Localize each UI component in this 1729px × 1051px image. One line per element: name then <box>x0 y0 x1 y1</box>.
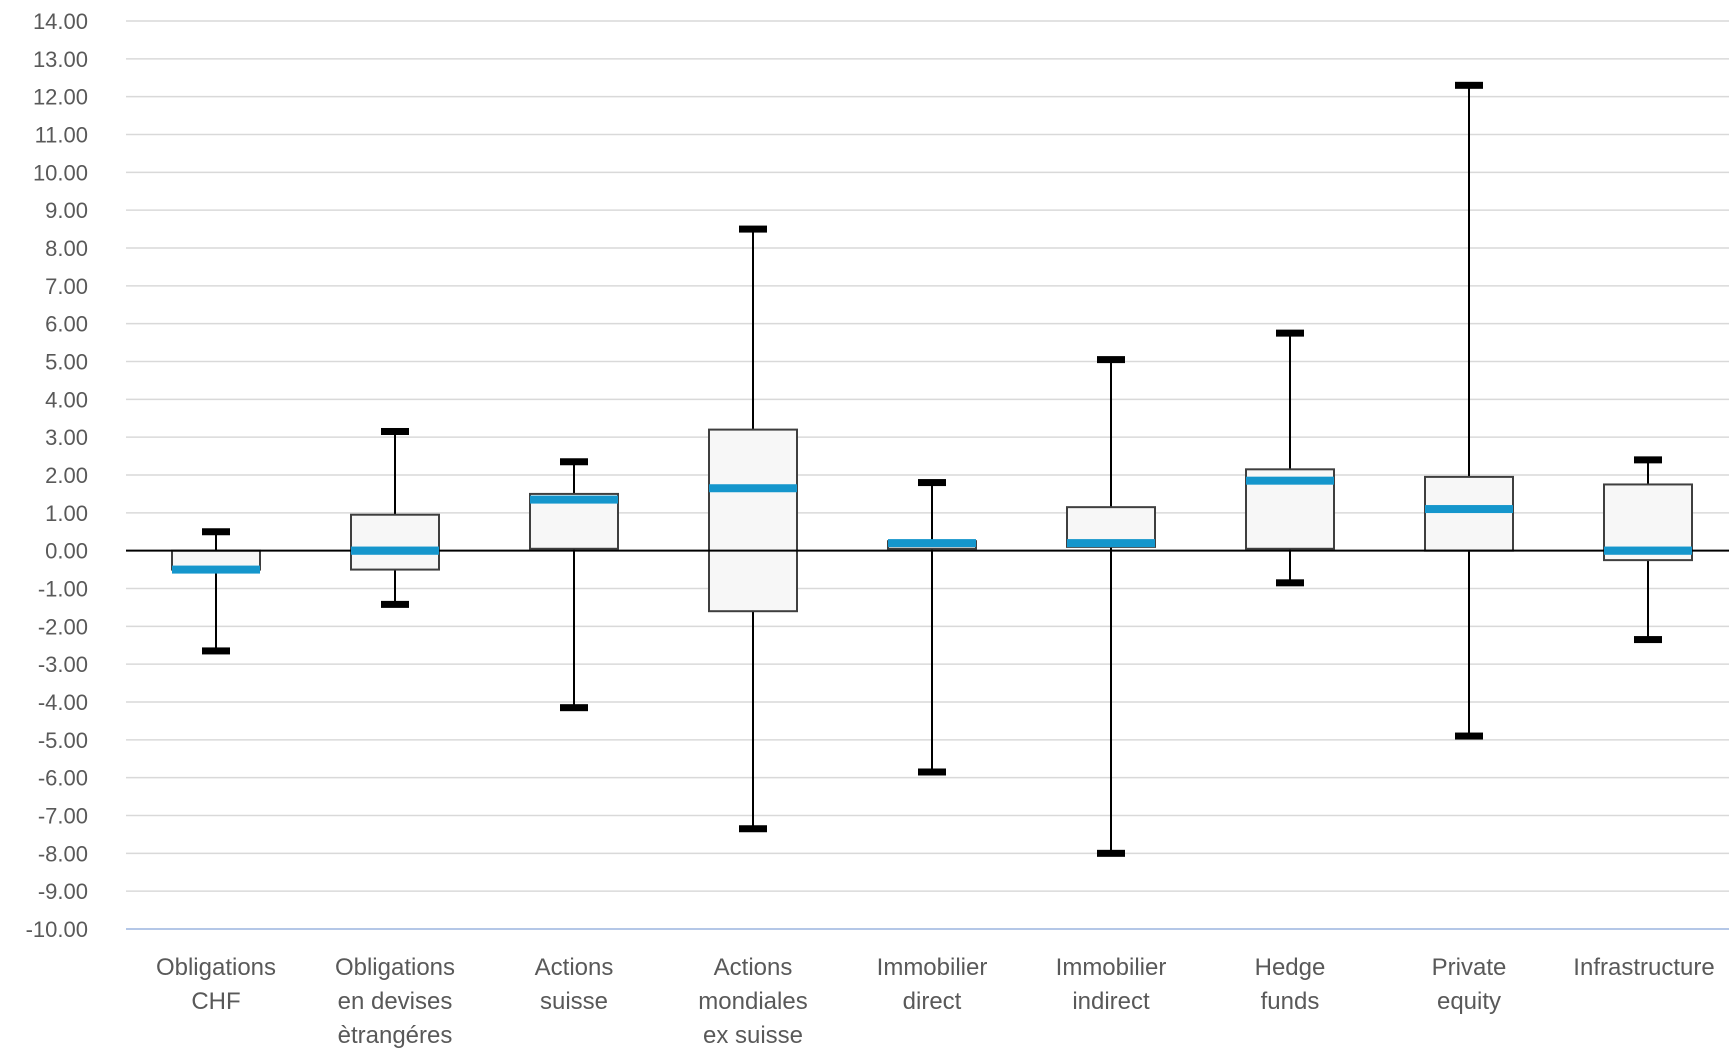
y-tick-label: 14.00 <box>33 9 88 34</box>
whisker-cap-min <box>1634 636 1662 644</box>
x-category-label-line: mondiales <box>698 988 807 1015</box>
y-tick-label: -7.00 <box>38 804 88 829</box>
whisker-cap-min <box>1455 732 1483 740</box>
whisker-cap-min <box>1097 849 1125 857</box>
x-category-label: Obligations CHF <box>156 954 276 1015</box>
x-category-label-line: equity <box>1437 988 1501 1015</box>
x-category-label-line: Immobilier <box>877 954 988 981</box>
x-category-label-line: funds <box>1261 988 1320 1015</box>
whisker-cap-max <box>1455 81 1483 89</box>
x-category-label-line: Obligations <box>335 954 455 981</box>
x-category-label: Immobilier indirect <box>1056 954 1167 1015</box>
median-marker <box>1246 476 1334 485</box>
whisker-cap-min <box>381 600 409 608</box>
median-marker <box>888 539 976 548</box>
whisker-cap-min <box>918 768 946 776</box>
median-marker <box>1425 505 1513 514</box>
whisker-cap-max <box>1097 356 1125 364</box>
y-tick-label: 4.00 <box>45 387 88 412</box>
x-category-label: Actions mondiales ex suisse <box>698 954 807 1049</box>
y-tick-label: 2.00 <box>45 463 88 488</box>
median-marker <box>172 565 260 574</box>
x-category-label: Actions suisse <box>535 954 614 1015</box>
y-tick-label: 7.00 <box>45 274 88 299</box>
y-tick-label: 11.00 <box>35 123 88 148</box>
x-category-label-line: Immobilier <box>1056 954 1167 981</box>
whisker-cap-max <box>1634 456 1662 464</box>
y-tick-label: -5.00 <box>38 728 88 753</box>
x-category-label-line: suisse <box>540 988 608 1015</box>
y-tick-label: 1.00 <box>45 501 88 526</box>
x-category-label: Hedge funds <box>1255 954 1326 1015</box>
whisker-cap-max <box>1276 329 1304 337</box>
whisker-cap-max <box>381 427 409 435</box>
y-tick-label: -10.00 <box>26 917 88 942</box>
x-category-label: Infrastructure <box>1573 954 1714 981</box>
box <box>708 428 798 613</box>
y-tick-label: 12.00 <box>33 85 88 110</box>
y-tick-label: -1.00 <box>38 577 88 602</box>
x-category-label-line: Obligations <box>156 954 276 981</box>
y-tick-label: -6.00 <box>38 766 88 791</box>
x-category-label: Immobilier direct <box>877 954 988 1015</box>
x-category-label: Obligations en devises ètrangéres <box>335 954 455 1049</box>
x-category-label-line: Hedge <box>1255 954 1326 981</box>
y-tick-label: -4.00 <box>38 690 88 715</box>
x-category-label-line: Actions <box>535 954 614 981</box>
x-category-label-line: CHF <box>191 988 240 1015</box>
x-category-label: Private equity <box>1432 954 1507 1015</box>
x-category-label-line: en devises <box>338 988 453 1015</box>
y-tick-label: 6.00 <box>45 312 88 337</box>
whisker-cap-max <box>560 458 588 466</box>
y-tick-label: -8.00 <box>38 841 88 866</box>
x-category-label-line: indirect <box>1072 988 1150 1015</box>
y-tick-label: 0.00 <box>45 539 88 564</box>
x-category-label-line: ètrangéres <box>338 1022 453 1049</box>
y-tick-label: -3.00 <box>38 652 88 677</box>
y-tick-label: 13.00 <box>33 47 88 72</box>
y-tick-label: -2.00 <box>38 614 88 639</box>
box <box>350 513 440 571</box>
box <box>1424 475 1514 552</box>
median-marker <box>1604 546 1692 555</box>
x-category-label-line: direct <box>903 988 962 1015</box>
median-marker <box>709 484 797 493</box>
whisker-cap-min <box>739 825 767 833</box>
y-tick-label: 5.00 <box>45 350 88 375</box>
median-marker <box>530 495 618 504</box>
whisker-cap-min <box>202 647 230 655</box>
y-tick-label: 3.00 <box>45 425 88 450</box>
median-marker <box>1067 539 1155 548</box>
y-tick-label: -9.00 <box>38 879 88 904</box>
whisker-cap-max <box>739 225 767 233</box>
whisker-cap-min <box>560 704 588 712</box>
y-tick-label: 10.00 <box>33 160 88 185</box>
whisker-cap-max <box>202 528 230 536</box>
median-marker <box>351 546 439 555</box>
x-category-label-line: ex suisse <box>703 1022 803 1049</box>
x-category-label-line: Private <box>1432 954 1507 981</box>
x-category-label-line: Infrastructure <box>1573 954 1714 981</box>
whisker-cap-max <box>918 479 946 487</box>
x-category-label-line: Actions <box>714 954 793 981</box>
y-tick-label: 9.00 <box>45 198 88 223</box>
whisker-cap-min <box>1276 579 1304 587</box>
y-tick-label: 8.00 <box>45 236 88 261</box>
